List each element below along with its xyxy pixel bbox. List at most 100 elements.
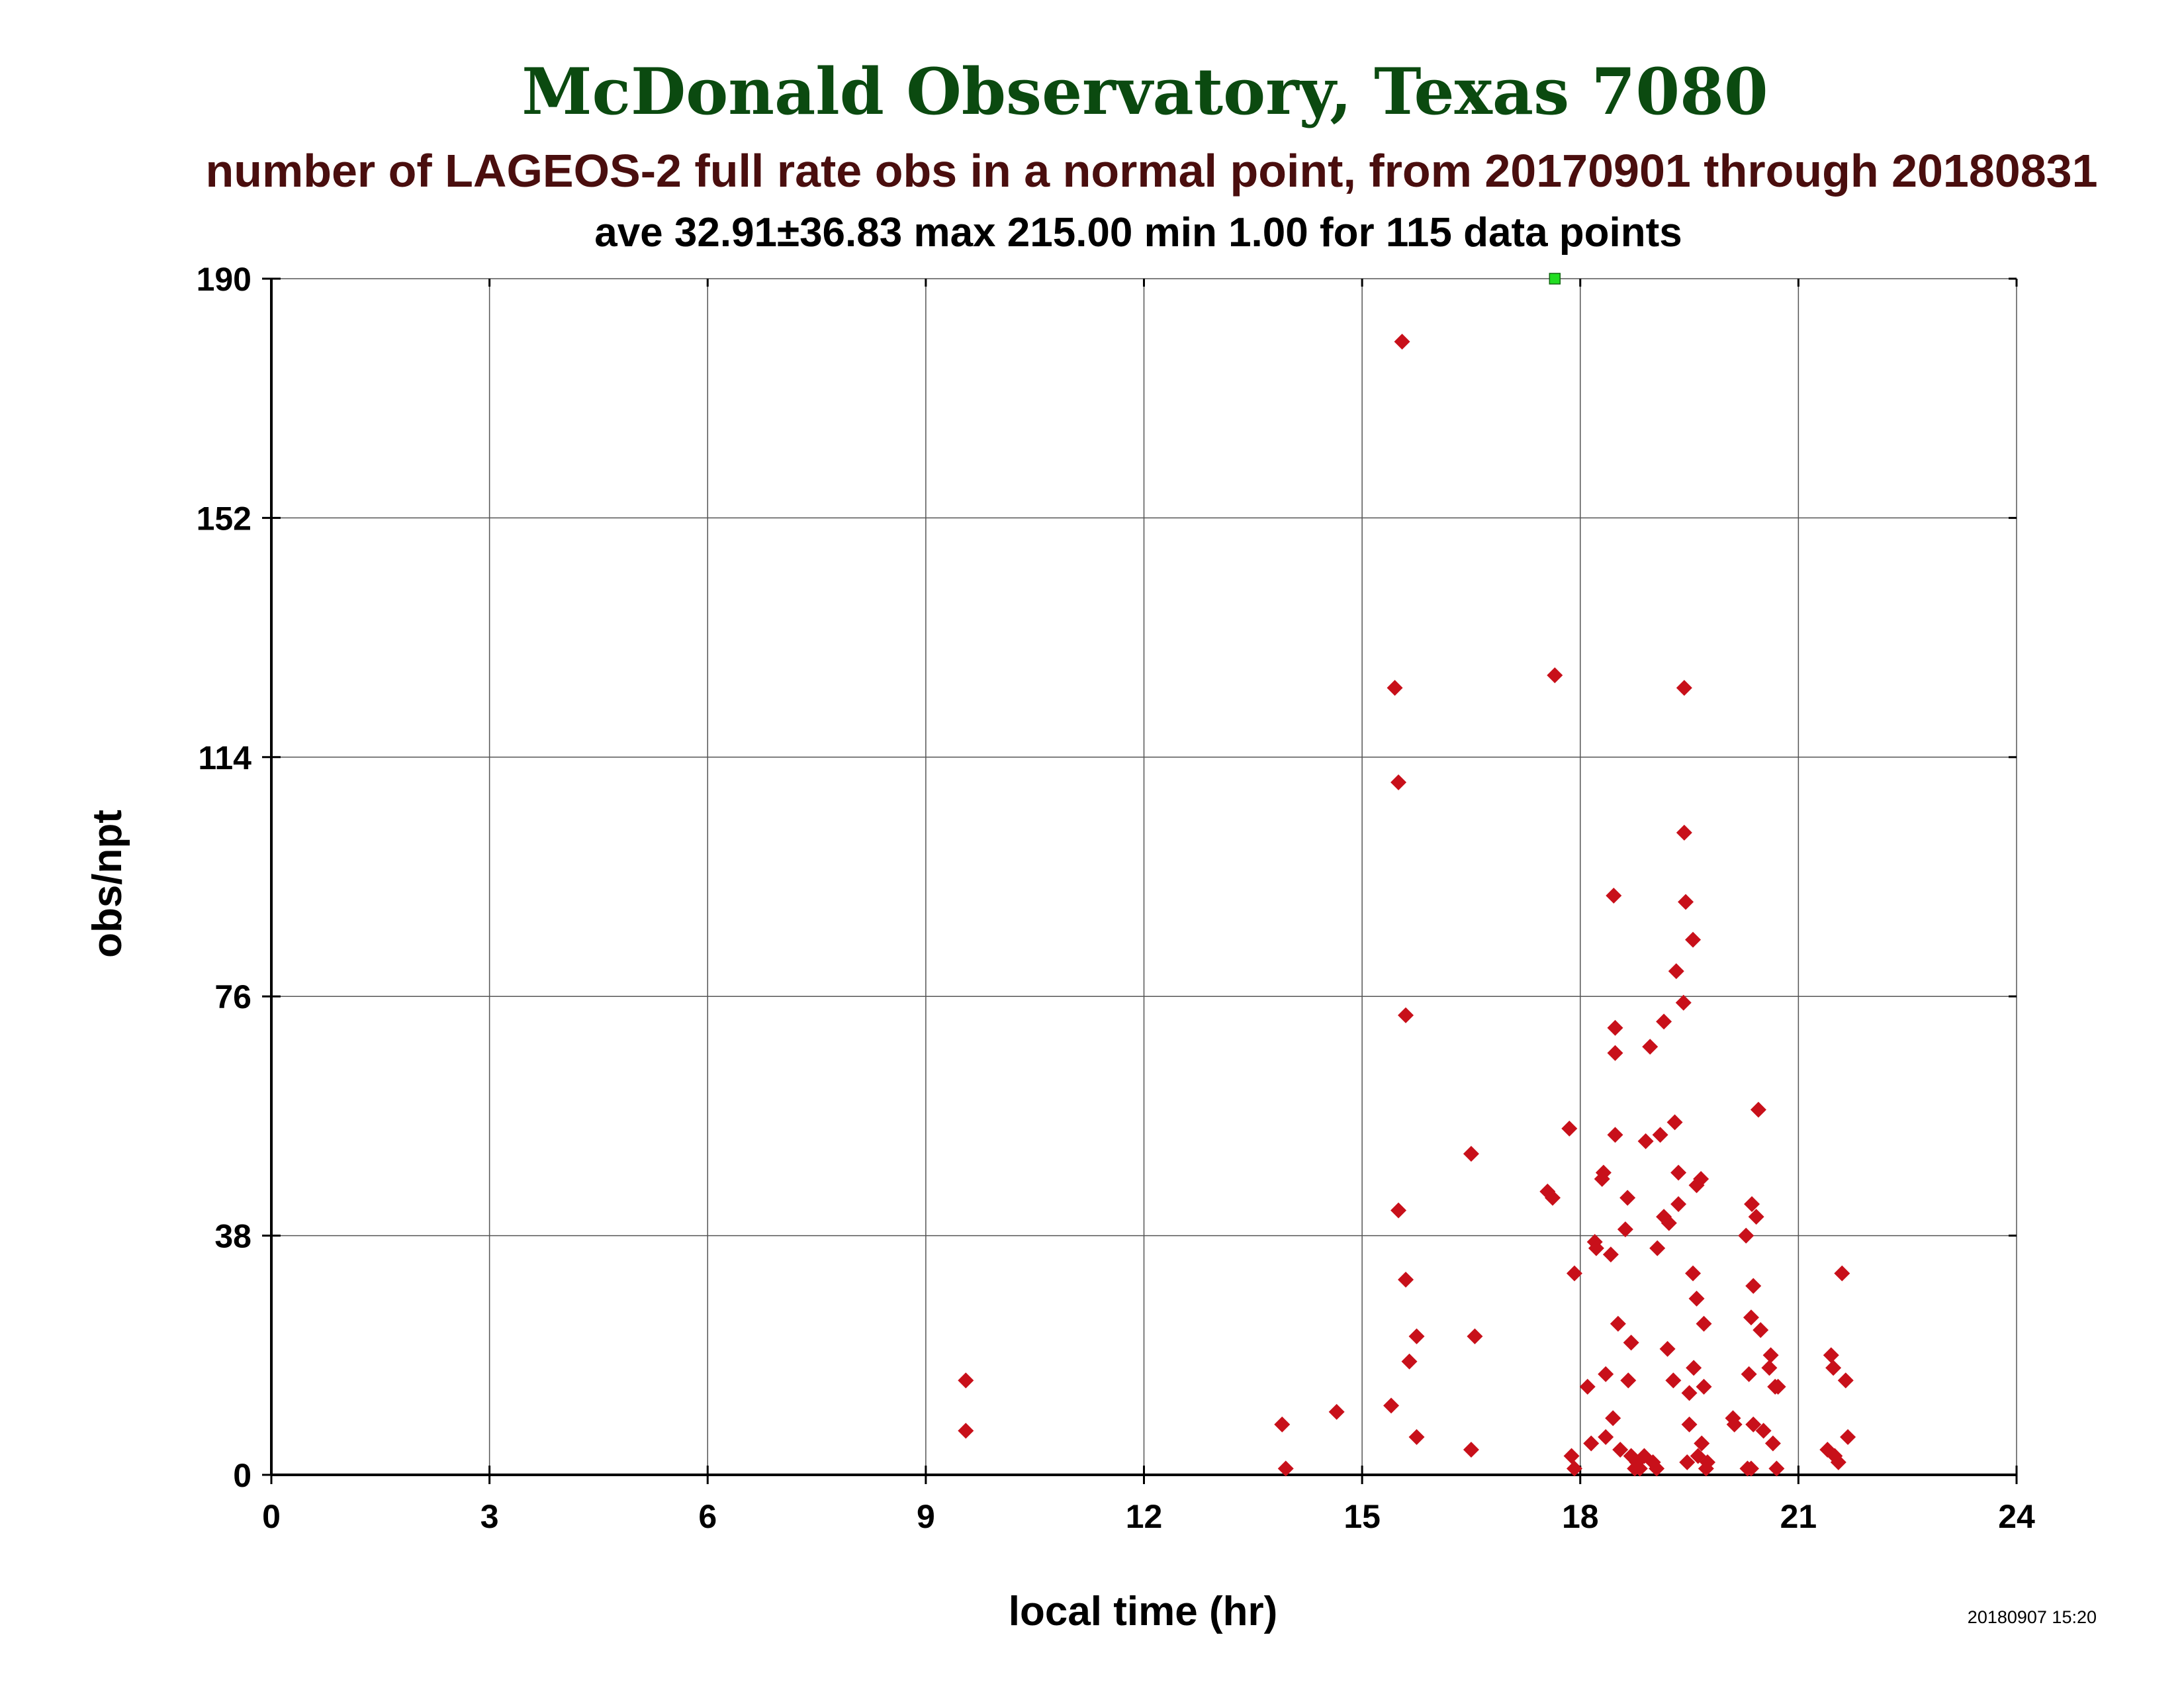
data-point-111 — [1840, 1429, 1856, 1445]
data-point-22 — [1566, 1265, 1582, 1282]
data-point-95 — [1750, 1102, 1766, 1118]
data-point-63 — [1670, 1164, 1687, 1181]
data-point-39 — [1610, 1315, 1626, 1332]
data-point-17 — [1463, 1441, 1479, 1458]
y-tick-label-1: 38 — [214, 1218, 251, 1255]
data-point-66 — [1676, 680, 1692, 696]
data-point-1 — [958, 1423, 974, 1439]
data-point-94 — [1748, 1209, 1764, 1225]
data-point-60 — [1665, 1372, 1682, 1389]
x-axis-label: local time (hr) — [1009, 1589, 1278, 1634]
data-point-37 — [1607, 1045, 1623, 1061]
data-point-19 — [1544, 1190, 1561, 1206]
data-point-71 — [1681, 1385, 1698, 1401]
data-point-80 — [1696, 1315, 1712, 1332]
x-tick-label-5: 15 — [1343, 1498, 1381, 1535]
axes: 0 3 6 9 12 15 18 21 24 0 38 76 114 152 190 — [197, 261, 2035, 1535]
chart-title: McDonald Observatory, Texas 7080 — [522, 54, 1768, 129]
data-point-92 — [1745, 1278, 1762, 1294]
data-point-56 — [1656, 1013, 1672, 1030]
data-point-68 — [1678, 894, 1694, 910]
data-point-85 — [1726, 1416, 1743, 1432]
data-point-102 — [1768, 1460, 1785, 1477]
x-tick-label-0: 0 — [262, 1498, 281, 1535]
data-point-99 — [1762, 1347, 1779, 1364]
data-point-44 — [1623, 1335, 1639, 1351]
data-point-98 — [1761, 1360, 1778, 1376]
x-tick-label-1: 3 — [480, 1498, 499, 1535]
data-point-43 — [1620, 1372, 1637, 1389]
data-point-58 — [1659, 1340, 1676, 1357]
data-point-75 — [1688, 1290, 1705, 1307]
overflow-point-0 — [1549, 273, 1561, 285]
data-point-64 — [1670, 1196, 1687, 1213]
data-point-3 — [1277, 1460, 1294, 1477]
data-point-72 — [1685, 931, 1702, 948]
data-point-16 — [1467, 1328, 1483, 1344]
data-point-50 — [1637, 1133, 1654, 1149]
data-point-79 — [1694, 1435, 1710, 1452]
data-point-8 — [1390, 1202, 1407, 1219]
data-point-23 — [1563, 1448, 1580, 1464]
x-tick-label-8: 24 — [1998, 1498, 2035, 1535]
chart-stats: ave 32.91±36.83 max 215.00 min 1.00 for … — [594, 210, 1682, 256]
x-tick-label-2: 6 — [698, 1498, 717, 1535]
data-point-65 — [1675, 994, 1692, 1011]
data-point-69 — [1679, 1454, 1696, 1470]
data-point-13 — [1408, 1328, 1425, 1344]
data-point-38 — [1607, 1127, 1623, 1143]
data-point-90 — [1743, 1309, 1759, 1326]
data-point-30 — [1595, 1164, 1612, 1181]
data-point-88 — [1741, 1366, 1757, 1382]
data-point-97 — [1755, 1423, 1772, 1439]
data-point-110 — [1837, 1372, 1854, 1389]
data-point-32 — [1598, 1429, 1614, 1445]
y-tick-label-3: 114 — [198, 739, 251, 776]
y-tick-label-5: 190 — [197, 261, 251, 298]
data-point-6 — [1387, 680, 1403, 696]
data-point-10 — [1398, 1007, 1414, 1023]
data-point-83 — [1700, 1454, 1716, 1470]
data-point-9 — [1394, 334, 1410, 350]
data-point-96 — [1752, 1322, 1769, 1338]
data-point-91 — [1744, 1196, 1760, 1213]
data-point-21 — [1561, 1120, 1578, 1137]
data-point-106 — [1825, 1360, 1842, 1376]
data-point-103 — [1770, 1378, 1786, 1395]
data-point-70 — [1681, 1416, 1698, 1432]
y-tick-label-4: 152 — [197, 500, 251, 537]
data-point-67 — [1676, 824, 1692, 841]
x-tick-label-3: 9 — [917, 1498, 935, 1535]
data-point-36 — [1607, 1019, 1623, 1036]
data-point-12 — [1401, 1353, 1418, 1370]
data-point-100 — [1764, 1435, 1781, 1452]
y-tick-label-0: 0 — [233, 1457, 251, 1494]
y-tick-label-2: 76 — [214, 978, 251, 1015]
y-axis-label: obs/npt — [85, 810, 130, 958]
chart-subtitle: number of LAGEOS-2 full rate obs in a no… — [205, 145, 2097, 197]
data-point-28 — [1588, 1240, 1604, 1256]
data-point-31 — [1598, 1366, 1614, 1382]
data-points — [958, 273, 1856, 1477]
data-point-53 — [1649, 1460, 1665, 1477]
data-point-41 — [1617, 1221, 1633, 1238]
data-point-7 — [1390, 774, 1407, 790]
data-point-54 — [1649, 1240, 1666, 1256]
data-point-14 — [1408, 1429, 1425, 1445]
data-point-4 — [1328, 1403, 1345, 1420]
data-point-42 — [1619, 1190, 1636, 1206]
data-point-108 — [1830, 1454, 1846, 1470]
data-point-61 — [1666, 1114, 1683, 1131]
data-point-48 — [1631, 1460, 1648, 1477]
data-point-33 — [1602, 1246, 1619, 1263]
data-point-15 — [1463, 1145, 1479, 1162]
data-point-34 — [1605, 1410, 1621, 1427]
data-point-86 — [1738, 1227, 1754, 1244]
data-point-81 — [1696, 1378, 1712, 1395]
data-point-40 — [1612, 1441, 1629, 1458]
data-point-74 — [1686, 1360, 1702, 1376]
data-point-11 — [1398, 1272, 1414, 1288]
data-point-89 — [1743, 1460, 1759, 1477]
data-point-5 — [1383, 1397, 1400, 1414]
